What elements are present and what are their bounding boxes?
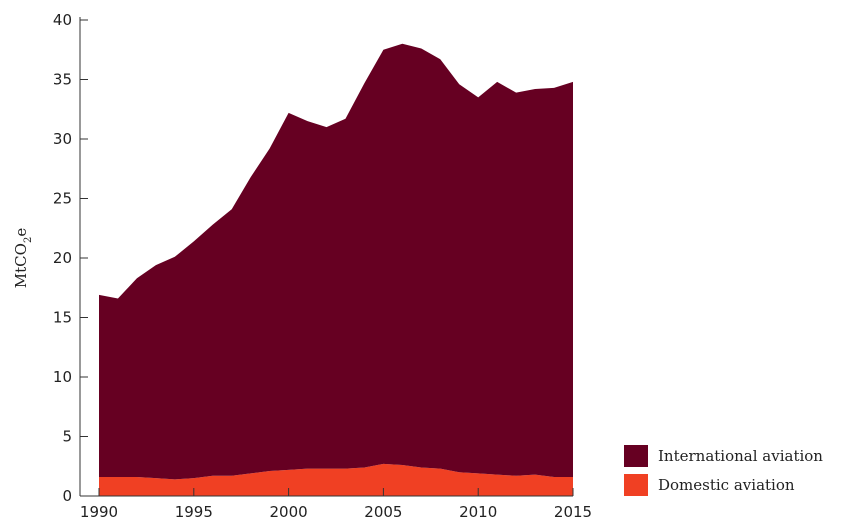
y-tick-label: 0 — [62, 487, 72, 505]
area-domestic-aviation — [99, 463, 573, 496]
y-axis-title: MtCO2e — [12, 228, 34, 289]
y-tick-label: 20 — [53, 249, 72, 267]
y-axis-label: MtCO2e — [12, 228, 34, 289]
y-tick-label: 40 — [53, 11, 72, 29]
y-axis: 0 5 10 15 20 25 30 35 40 — [53, 11, 88, 505]
y-tick-label: 10 — [53, 368, 72, 386]
y-tick-label: 25 — [53, 190, 72, 208]
x-tick-label: 1990 — [80, 503, 118, 521]
area-layer — [99, 43, 573, 496]
y-tick-label: 5 — [62, 428, 72, 446]
x-tick-label: 2015 — [554, 503, 592, 521]
x-axis: 1990 1995 2000 2005 2010 2015 — [80, 488, 592, 521]
y-tick-label: 15 — [53, 309, 72, 327]
legend: International aviation Domestic aviation — [624, 445, 823, 496]
legend-label: International aviation — [658, 447, 823, 465]
y-tick-label: 30 — [53, 130, 72, 148]
y-tick-label: 35 — [53, 71, 72, 89]
x-tick-label: 1995 — [175, 503, 213, 521]
x-tick-label: 2010 — [459, 503, 497, 521]
x-tick-label: 2000 — [270, 503, 308, 521]
x-tick-label: 2005 — [364, 503, 402, 521]
area-international-aviation — [99, 43, 573, 480]
legend-swatch — [624, 445, 648, 467]
legend-label: Domestic aviation — [658, 476, 795, 494]
legend-swatch — [624, 474, 648, 496]
